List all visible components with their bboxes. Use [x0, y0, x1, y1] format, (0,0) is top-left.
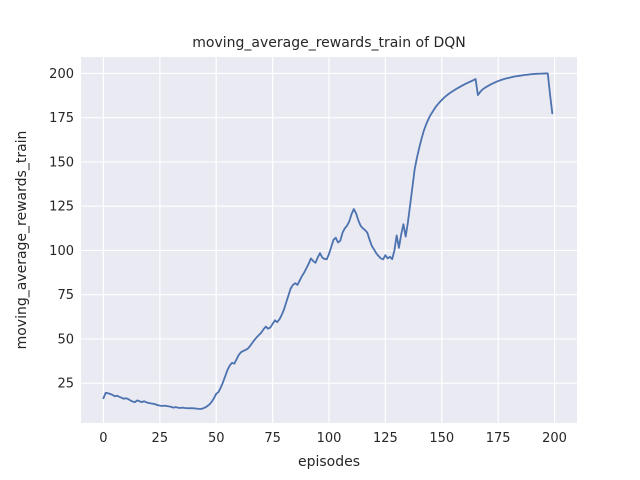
reward-line-series: [102, 72, 554, 410]
x-tick-label: 175: [486, 431, 511, 446]
y-tick-label: 25: [57, 377, 74, 392]
x-tick-label: 50: [208, 431, 225, 446]
chart-title: moving_average_rewards_train of DQN: [192, 35, 466, 51]
x-tick-labels: 0 25 50 75 100 125 150 175 200: [99, 431, 567, 446]
x-tick-label: 200: [542, 431, 567, 446]
x-tick-label: 25: [152, 431, 169, 446]
x-tick-label: 75: [264, 431, 281, 446]
y-axis-label: moving_average_rewards_train: [14, 131, 30, 350]
y-tick-label: 75: [57, 288, 74, 303]
x-axis-label: episodes: [298, 454, 360, 470]
y-tick-labels: 25 50 75 100 125 150 175 200: [49, 67, 74, 392]
x-tick-label: 0: [99, 431, 107, 446]
y-tick-label: 150: [49, 155, 74, 170]
y-tick-label: 175: [49, 111, 74, 126]
x-tick-label: 125: [373, 431, 398, 446]
x-tick-label: 150: [429, 431, 454, 446]
gridlines: [81, 57, 577, 423]
y-tick-label: 100: [49, 244, 74, 259]
y-tick-label: 200: [49, 67, 74, 82]
y-tick-label: 125: [49, 200, 74, 215]
x-tick-label: 100: [317, 431, 342, 446]
y-tick-label: 50: [57, 332, 74, 347]
